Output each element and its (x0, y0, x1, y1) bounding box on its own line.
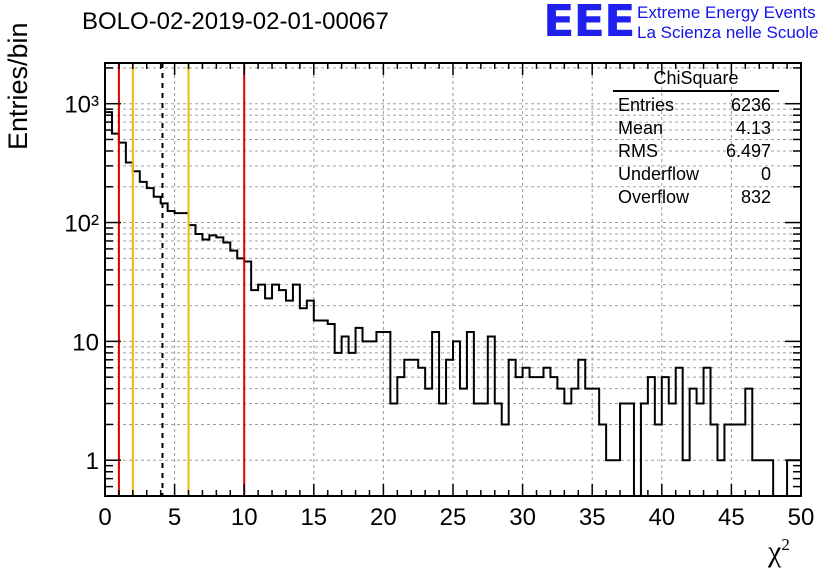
logo-caption-line2: La Scienza nelle Scuole (637, 23, 819, 42)
stats-row-rms: RMS 6.497 (613, 140, 779, 163)
y-axis-label: Entries/bin (3, 22, 33, 150)
logo-caption-line1: Extreme Energy Events (637, 3, 816, 22)
stats-row-mean: Mean 4.13 (613, 117, 779, 140)
x-tick-label: 45 (718, 504, 745, 531)
stats-row-overflow: Overflow 832 (613, 186, 779, 209)
stats-value: 0 (760, 164, 771, 184)
axes: 0 5 10 15 20 25 30 35 40 45 50 1 10 10² 10³ (64, 62, 815, 531)
stats-row-entries: Entries 6236 (613, 94, 779, 117)
stats-value: 6.497 (725, 141, 771, 161)
eee-logo: EEE (543, 0, 636, 47)
x-tick-label: 50 (788, 504, 815, 531)
x-tick-label: 40 (648, 504, 675, 531)
x-tick-label: 10 (231, 504, 258, 531)
x-tick-label: 35 (579, 504, 606, 531)
stats-label: Overflow (618, 187, 690, 207)
histogram-line (105, 111, 801, 497)
stats-label: RMS (618, 141, 658, 161)
x-tick-label: 5 (168, 504, 181, 531)
y-tick-label: 10 (72, 329, 99, 356)
x-tick-label: 30 (509, 504, 536, 531)
x-tick-label: 25 (440, 504, 467, 531)
stats-value: 4.13 (735, 118, 771, 138)
y-tick-label: 1 (86, 448, 99, 475)
histogram-marks (105, 111, 801, 497)
y-tick-label: 10³ (64, 92, 99, 119)
reference-lines (117, 63, 246, 496)
stats-row-underflow: Underflow 0 (613, 163, 779, 186)
stats-label: Mean (618, 118, 664, 138)
chart-title: BOLO-02-2019-02-01-00067 (82, 8, 389, 35)
stats-value: 6236 (730, 95, 771, 115)
stats-title: ChiSquare (613, 68, 779, 92)
stats-value: 832 (740, 187, 771, 207)
stats-label: Underflow (618, 164, 700, 184)
x-tick-label: 15 (300, 504, 327, 531)
x-tick-label: 20 (370, 504, 397, 531)
stats-label: Entries (618, 95, 675, 115)
x-tick-label: 0 (98, 504, 111, 531)
y-tick-label: 10² (64, 211, 99, 238)
x-axis-label: χ2 (768, 535, 790, 568)
stats-box: ChiSquare Entries 6236 Mean 4.13 RMS 6.4… (613, 68, 779, 209)
